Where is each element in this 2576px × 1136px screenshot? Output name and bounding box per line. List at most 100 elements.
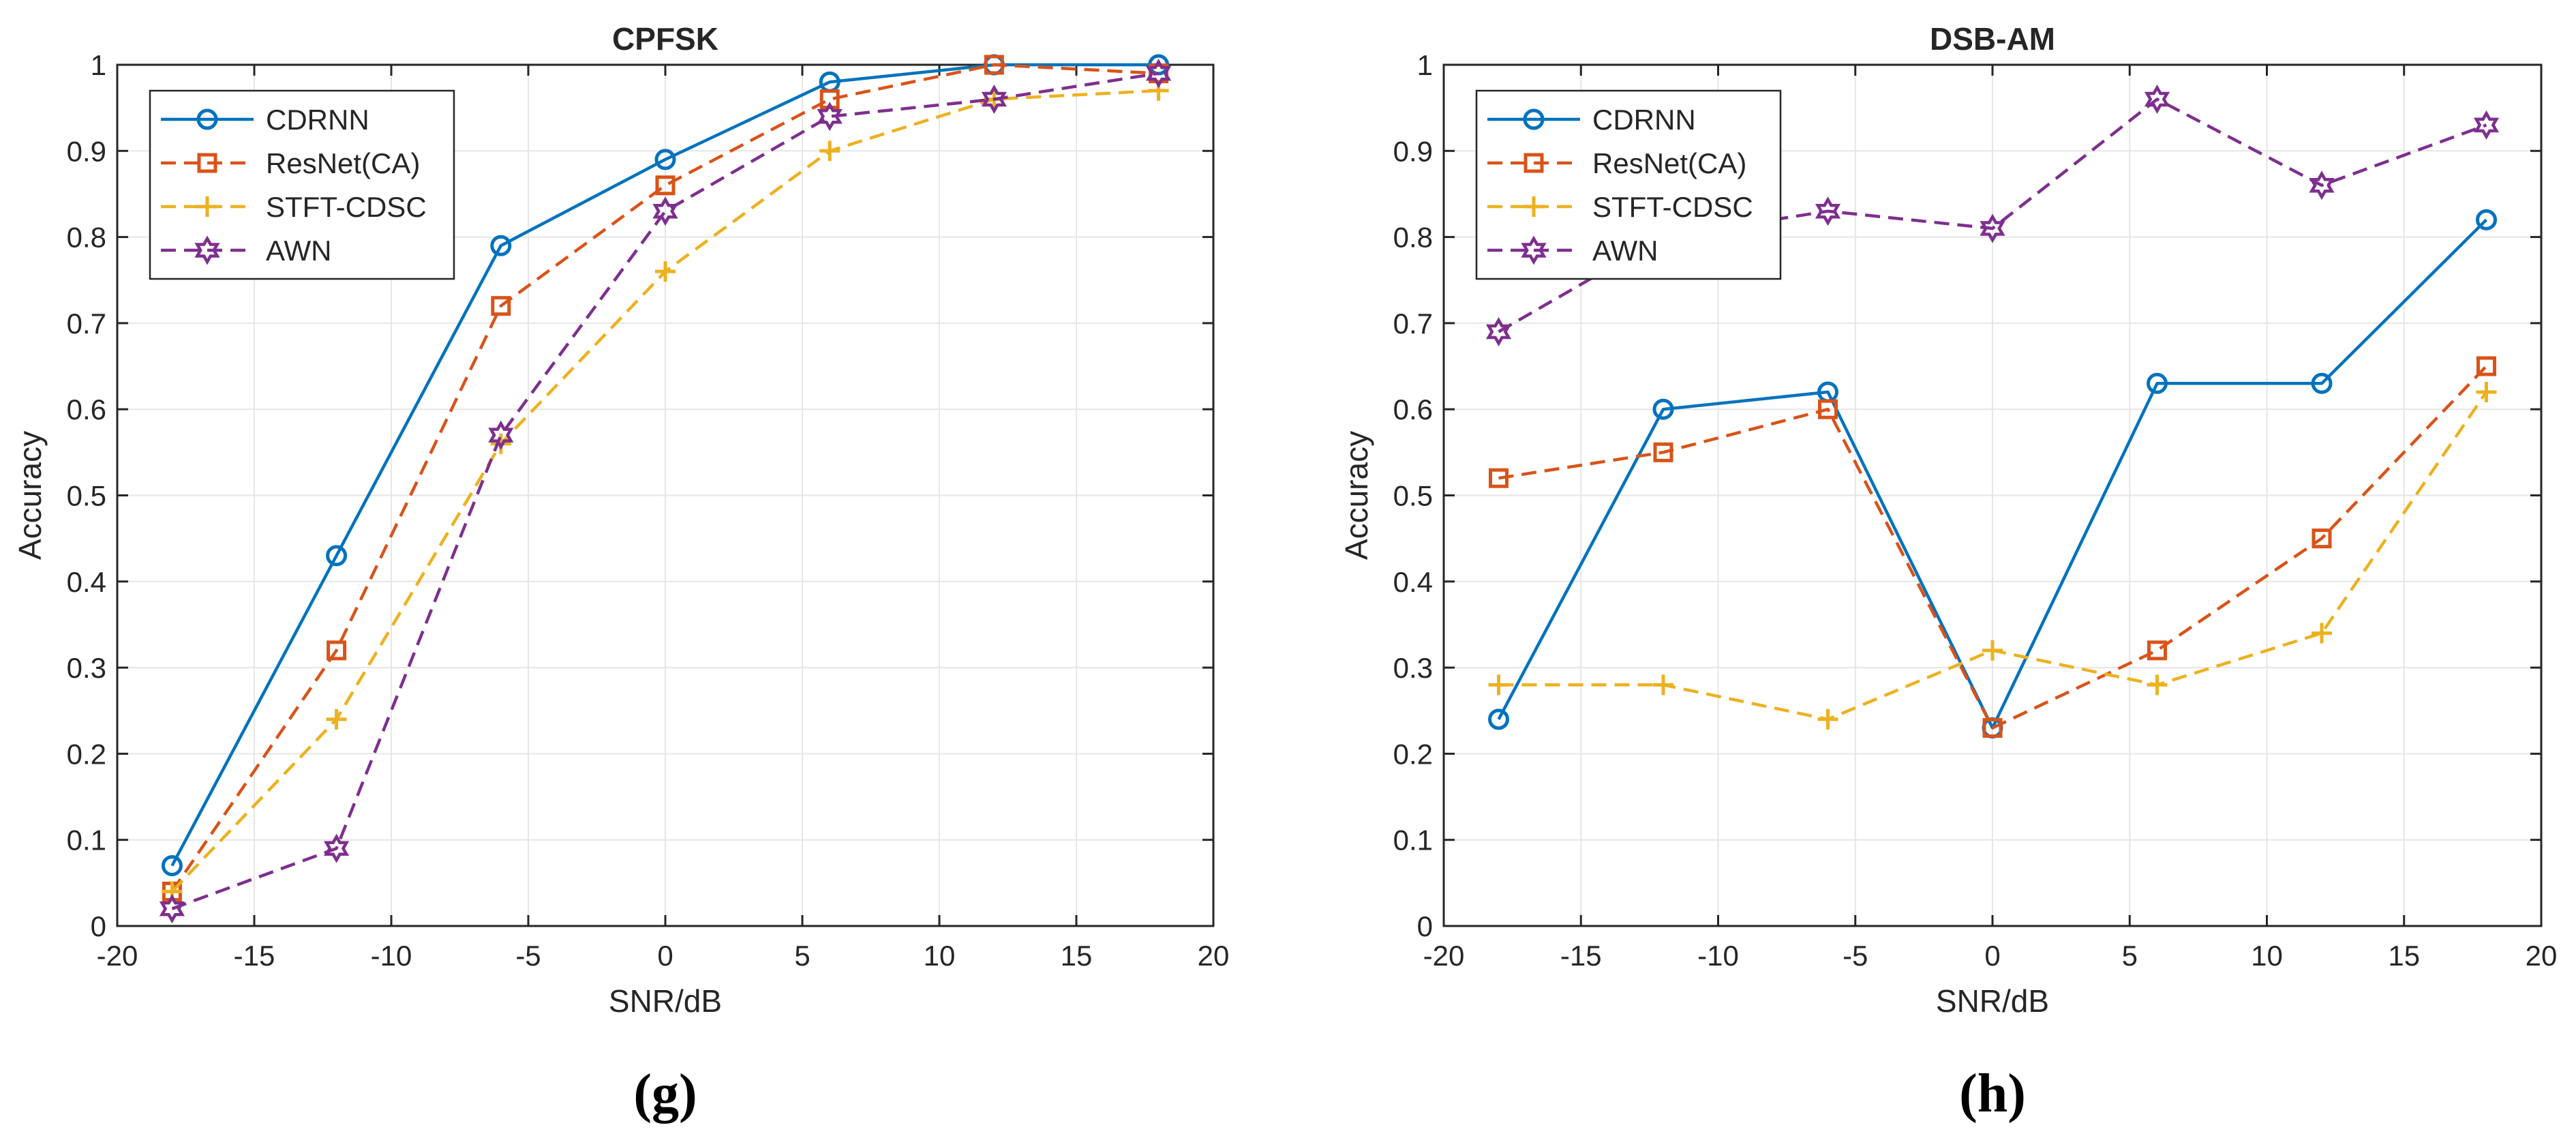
- x-tick-label: -15: [1560, 940, 1602, 972]
- x-tick-label: 15: [2388, 940, 2420, 972]
- figure-caption: (h): [1959, 1064, 2026, 1124]
- data-point: [1652, 398, 1674, 420]
- y-tick-label: 0.5: [1393, 480, 1433, 512]
- x-tick-label: 10: [2251, 940, 2283, 972]
- y-axis-label: Accuracy: [12, 431, 48, 560]
- data-point: [159, 894, 185, 924]
- legend-label: ResNet(CA): [1592, 147, 1746, 179]
- x-tick-label: 5: [2122, 940, 2138, 972]
- y-tick-label: 0.7: [67, 308, 106, 340]
- x-tick-label: -20: [1423, 940, 1465, 972]
- data-point: [1818, 399, 1838, 419]
- data-point: [2312, 623, 2332, 644]
- y-tick-label: 1: [91, 49, 106, 81]
- series-awn: [159, 59, 1172, 924]
- x-tick-label: -10: [371, 940, 412, 972]
- data-point: [161, 855, 183, 877]
- chart-panel-2: -20 -15 -10 -5 0 5 10 15 20 0 0.1 0.2 0.3 0.4 0.5 0.6 0.…: [1339, 21, 2557, 1124]
- x-tick-label: -10: [1697, 940, 1739, 972]
- y-tick-label: 0.9: [1393, 135, 1433, 167]
- y-tick-label: 0.8: [1393, 222, 1433, 254]
- legend-label: AWN: [266, 235, 331, 267]
- x-tick-label: 0: [657, 940, 673, 972]
- figure-caption: (g): [633, 1064, 697, 1124]
- data-point: [1146, 59, 1172, 89]
- legend-marker: [194, 235, 220, 265]
- y-tick-label: 0.4: [67, 566, 106, 598]
- data-point: [326, 708, 347, 730]
- x-tick-label: -20: [97, 940, 138, 972]
- data-point: [2147, 674, 2168, 696]
- x-tick-label: -15: [234, 940, 275, 972]
- legend-marker: [196, 108, 218, 130]
- x-tick-label: -5: [515, 940, 541, 972]
- chart-panel-1: -20 -15 -10 -5 0 5 10 15 20 0 0.1 0.2 0.3 0.4 0.5 0.6 0.…: [12, 21, 1229, 1124]
- legend-label: CDRNN: [266, 104, 369, 136]
- series-line: [170, 63, 1159, 893]
- x-tick-label: -5: [1843, 940, 1868, 972]
- y-tick-label: 0.2: [67, 738, 106, 770]
- data-point: [1488, 674, 1509, 696]
- y-axis-label: Accuracy: [1339, 431, 1374, 560]
- data-point: [327, 640, 347, 661]
- chart-title: DSB-AM: [1930, 21, 2055, 57]
- legend-label: STFT-CDSC: [266, 191, 427, 223]
- series-stft-cdsc: [1488, 381, 2497, 730]
- y-tick-label: 0.3: [1393, 652, 1433, 684]
- y-tick-label: 0.6: [67, 393, 106, 425]
- data-point: [2312, 528, 2332, 549]
- data-point: [2309, 170, 2335, 200]
- y-tick-label: 0: [1417, 910, 1433, 942]
- data-point: [2311, 372, 2333, 394]
- legend-label: STFT-CDSC: [1592, 191, 1753, 223]
- x-tick-label: 20: [2526, 940, 2558, 972]
- y-tick-label: 0.6: [1393, 393, 1433, 425]
- data-point: [2476, 356, 2496, 376]
- data-point: [1653, 674, 1673, 696]
- y-tick-label: 0: [91, 910, 106, 942]
- legend: CDRNN ResNet(CA) STFT-CDSC AWN: [1475, 89, 1782, 280]
- data-point: [1980, 213, 2005, 243]
- series-line: [1498, 365, 2488, 730]
- x-tick-label: 5: [794, 940, 810, 972]
- data-point: [984, 55, 1004, 75]
- data-point: [652, 196, 678, 226]
- y-tick-label: 0.1: [67, 824, 106, 856]
- series-line: [171, 72, 1159, 910]
- legend: CDRNN ResNet(CA) STFT-CDSC AWN: [149, 89, 455, 280]
- data-point: [490, 235, 512, 256]
- x-tick-label: 20: [1198, 940, 1230, 972]
- data-point: [819, 140, 840, 162]
- legend-marker: [1524, 153, 1544, 173]
- data-point: [2144, 84, 2170, 115]
- y-tick-label: 0.4: [1393, 566, 1433, 598]
- legend-marker: [197, 196, 217, 217]
- data-point: [324, 833, 350, 863]
- legend-marker: [1521, 235, 1547, 265]
- data-point: [654, 149, 676, 170]
- y-tick-label: 0.7: [1393, 308, 1433, 340]
- x-axis-label: SNR/dB: [609, 983, 722, 1019]
- series-resnet-ca: [1489, 356, 2496, 738]
- data-point: [1817, 708, 1838, 730]
- data-point: [2476, 209, 2497, 230]
- data-point: [1982, 640, 2003, 661]
- data-point: [981, 84, 1007, 115]
- data-point: [2473, 110, 2500, 140]
- data-point: [1488, 708, 1509, 730]
- data-point: [1815, 196, 1841, 226]
- data-point: [2147, 640, 2167, 661]
- y-tick-label: 0.3: [67, 652, 106, 684]
- data-point: [1485, 316, 1512, 347]
- data-point: [1982, 718, 2003, 738]
- data-point: [2476, 381, 2497, 402]
- legend-label: AWN: [1592, 235, 1658, 267]
- x-axis-label: SNR/dB: [1936, 983, 2049, 1019]
- y-tick-label: 0.8: [67, 222, 106, 254]
- y-tick-label: 0.2: [1393, 738, 1433, 770]
- data-point: [655, 175, 676, 196]
- data-point: [326, 545, 348, 567]
- data-point: [817, 102, 843, 132]
- data-point: [655, 261, 676, 282]
- legend-label: CDRNN: [1592, 104, 1696, 136]
